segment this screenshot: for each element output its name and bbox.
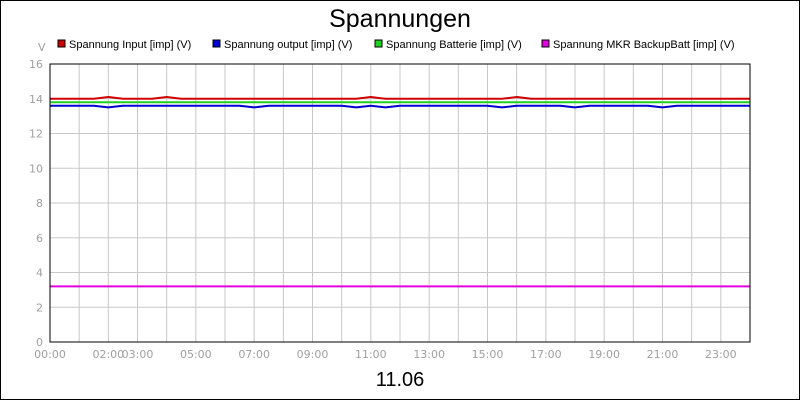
legend-label: Spannung Input [imp] (V) — [69, 39, 191, 51]
y-axis-unit: V — [38, 41, 46, 54]
legend-item-1: Spannung Input [imp] (V) — [57, 39, 191, 51]
x-tick-label: 15:00 — [472, 348, 504, 361]
x-tick-label: 05:00 — [180, 348, 212, 361]
x-tick-label: 13:00 — [413, 348, 445, 361]
legend-label: Spannung MKR BackupBatt [imp] (V) — [553, 39, 735, 51]
legend-item-3: Spannung Batterie [imp] (V) — [374, 39, 522, 51]
y-tick-label: 8 — [36, 197, 43, 210]
x-tick-label: 03:00 — [122, 348, 154, 361]
legend-item-2: Spannung output [imp] (V) — [212, 39, 352, 51]
series-line-1 — [50, 96, 750, 100]
legend-swatch — [212, 39, 221, 48]
y-axis-ticks: 0 2 4 6 8 10 12 14 16 — [29, 58, 43, 349]
x-tick-label: 07:00 — [238, 348, 270, 361]
y-tick-label: 4 — [36, 267, 43, 280]
x-tick-label: 02:00 — [92, 348, 124, 361]
legend-swatch — [541, 39, 550, 48]
y-tick-label: 12 — [29, 128, 43, 141]
plot-area — [49, 63, 751, 343]
x-axis-date-label: 11.06 — [376, 369, 425, 391]
chart-title: Spannungen — [329, 5, 471, 33]
x-tick-label: 11:00 — [355, 348, 387, 361]
y-tick-label: 16 — [29, 58, 43, 71]
x-tick-label: 23:00 — [705, 348, 737, 361]
legend-label: Spannung output [imp] (V) — [224, 39, 352, 51]
y-tick-label: 14 — [29, 93, 43, 106]
y-tick-label: 0 — [36, 336, 43, 349]
x-tick-label: 09:00 — [297, 348, 329, 361]
x-tick-label: 19:00 — [588, 348, 620, 361]
legend: Spannung Input [imp] (V) Spannung output … — [57, 39, 735, 51]
y-tick-label: 2 — [36, 301, 43, 314]
x-tick-label: 17:00 — [530, 348, 562, 361]
y-tick-label: 10 — [29, 162, 43, 175]
series-layer — [50, 96, 750, 288]
legend-item-4: Spannung MKR BackupBatt [imp] (V) — [541, 39, 735, 51]
legend-swatch — [374, 39, 383, 48]
legend-label: Spannung Batterie [imp] (V) — [386, 39, 522, 51]
series-line-2 — [50, 104, 750, 109]
legend-swatch — [57, 39, 66, 48]
x-tick-label: 21:00 — [647, 348, 679, 361]
x-tick-label: 00:00 — [34, 348, 66, 361]
y-tick-label: 6 — [36, 232, 43, 245]
